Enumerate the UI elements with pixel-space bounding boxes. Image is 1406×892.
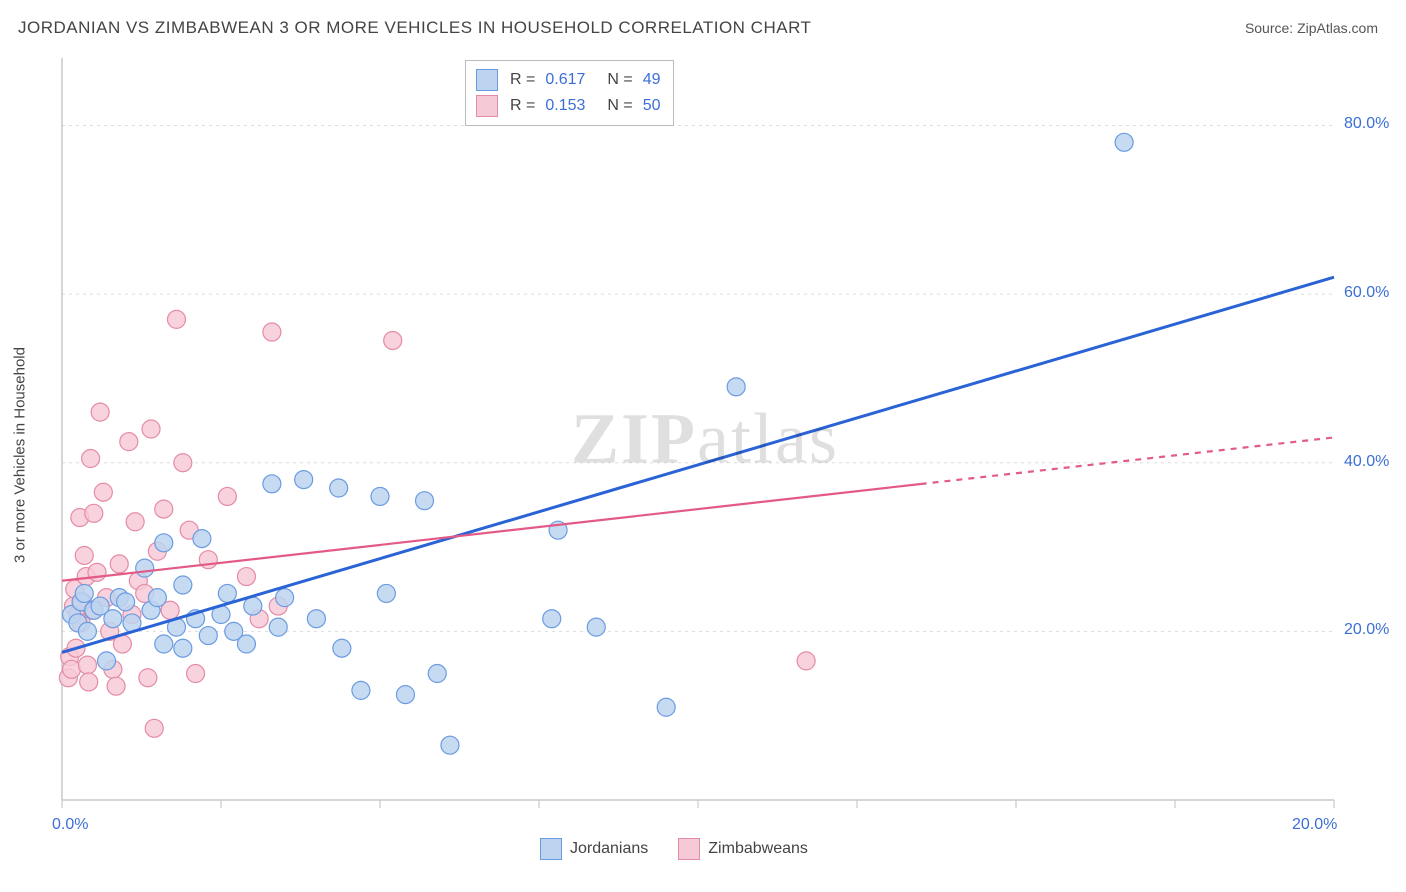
legend-series-label: Jordanians [570,840,648,858]
legend-row-jordanians: R = 0.617 N = 49 [476,67,661,93]
y-axis-label: 3 or more Vehicles in Household [12,347,29,563]
legend-swatch [678,838,700,860]
legend-n-value: 50 [643,93,661,119]
series-legend: Jordanians Zimbabweans [540,838,808,860]
chart-container: 3 or more Vehicles in Household R =0.617… [20,50,1390,860]
legend-r-value: 0.153 [545,93,585,119]
chart-title: JORDANIAN VS ZIMBABWEAN 3 OR MORE VEHICL… [18,18,811,38]
y-tick-label: 40.0% [1344,453,1389,471]
y-tick-label: 60.0% [1344,284,1389,302]
x-tick-label: 20.0% [1292,816,1337,834]
x-tick-label: 0.0% [52,816,88,834]
legend-n-label: N = [607,93,632,119]
legend-n-label: N = [607,67,632,93]
y-tick-label: 80.0% [1344,115,1389,133]
legend-r-label: R = [510,67,535,93]
legend-n-value: 49 [643,67,661,93]
source-attribution: Source: ZipAtlas.com [1245,20,1378,36]
correlation-legend: R = 0.617 N = 49 R = 0.153 N = 50 [465,60,674,126]
legend-r-value: 0.617 [545,67,585,93]
legend-r-label: R = [510,93,535,119]
legend-swatch [476,69,498,91]
legend-swatch [476,95,498,117]
legend-item-jordanians: Jordanians [540,838,648,860]
scatter-plot [20,50,1390,860]
legend-series-label: Zimbabweans [708,840,808,858]
y-tick-label: 20.0% [1344,621,1389,639]
legend-row-zimbabweans: R = 0.153 N = 50 [476,93,661,119]
legend-swatch [540,838,562,860]
legend-item-zimbabweans: Zimbabweans [678,838,808,860]
